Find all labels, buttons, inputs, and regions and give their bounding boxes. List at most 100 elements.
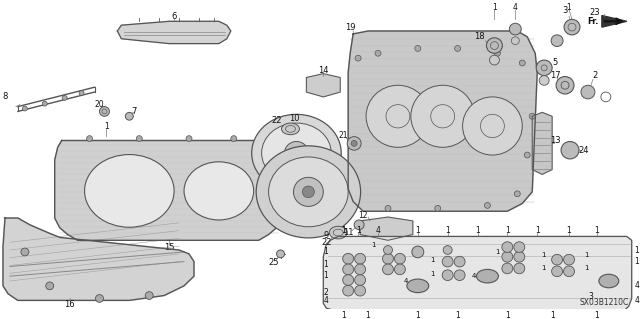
Text: 1: 1: [475, 226, 480, 235]
Circle shape: [435, 205, 441, 211]
Circle shape: [383, 253, 394, 264]
Text: 15: 15: [164, 242, 174, 252]
Text: 24: 24: [579, 146, 589, 155]
Text: 18: 18: [474, 32, 485, 41]
Text: SX03B1210C: SX03B1210C: [579, 298, 628, 307]
Circle shape: [291, 148, 301, 158]
Circle shape: [564, 19, 580, 35]
Circle shape: [442, 256, 453, 267]
Ellipse shape: [282, 123, 300, 135]
Circle shape: [509, 23, 521, 35]
Circle shape: [46, 282, 54, 290]
Circle shape: [276, 250, 285, 258]
Circle shape: [383, 264, 394, 275]
Circle shape: [125, 112, 133, 120]
Text: 19: 19: [345, 23, 355, 32]
Text: 1: 1: [541, 265, 545, 271]
Ellipse shape: [407, 279, 429, 293]
Text: 6: 6: [172, 12, 177, 21]
Text: 1: 1: [535, 226, 540, 235]
Text: 22: 22: [271, 116, 282, 125]
Text: 1: 1: [445, 226, 450, 235]
Text: 1: 1: [566, 226, 572, 235]
Text: 25: 25: [268, 258, 279, 267]
Ellipse shape: [477, 269, 499, 283]
Text: 1: 1: [635, 246, 639, 255]
Circle shape: [502, 263, 513, 274]
Circle shape: [79, 91, 84, 95]
Text: 2: 2: [592, 71, 598, 80]
Circle shape: [524, 152, 530, 158]
Circle shape: [354, 220, 364, 230]
Circle shape: [355, 253, 365, 264]
Circle shape: [514, 251, 525, 262]
Circle shape: [529, 113, 535, 119]
Text: 7: 7: [132, 107, 137, 116]
Text: 1: 1: [104, 122, 109, 131]
Circle shape: [564, 254, 575, 265]
Text: 3: 3: [588, 292, 593, 301]
Text: 1: 1: [635, 257, 639, 266]
Circle shape: [347, 137, 361, 150]
Text: 1: 1: [595, 226, 599, 235]
Text: 1: 1: [595, 311, 599, 319]
Circle shape: [355, 286, 365, 296]
Circle shape: [442, 270, 453, 280]
Circle shape: [581, 85, 595, 99]
Text: 1: 1: [341, 311, 346, 319]
Polygon shape: [532, 112, 552, 174]
Circle shape: [351, 140, 357, 146]
Ellipse shape: [330, 226, 347, 239]
Text: 14: 14: [318, 66, 328, 75]
Text: 11: 11: [343, 228, 353, 237]
Circle shape: [366, 85, 429, 147]
Circle shape: [454, 270, 465, 280]
Text: 1: 1: [415, 311, 420, 319]
Text: 1: 1: [585, 265, 589, 271]
Circle shape: [145, 292, 153, 300]
Circle shape: [95, 294, 104, 302]
Circle shape: [342, 264, 354, 275]
Text: 1: 1: [505, 226, 509, 235]
Circle shape: [539, 76, 549, 85]
Circle shape: [502, 251, 513, 262]
Text: 1: 1: [324, 248, 328, 256]
Circle shape: [415, 46, 421, 51]
Circle shape: [355, 275, 365, 286]
Circle shape: [62, 95, 67, 100]
Circle shape: [266, 147, 271, 153]
Circle shape: [42, 101, 47, 106]
Circle shape: [342, 275, 354, 286]
Text: 1: 1: [324, 271, 328, 280]
Circle shape: [551, 35, 563, 47]
Text: 4: 4: [471, 273, 476, 279]
Circle shape: [564, 266, 575, 277]
Circle shape: [375, 50, 381, 56]
Text: 23: 23: [589, 8, 600, 17]
Circle shape: [495, 50, 500, 56]
Text: 22: 22: [321, 238, 332, 247]
Circle shape: [303, 186, 314, 198]
Circle shape: [454, 256, 465, 267]
Circle shape: [342, 253, 354, 264]
Polygon shape: [323, 236, 632, 310]
Polygon shape: [117, 21, 231, 44]
Circle shape: [342, 286, 354, 296]
Ellipse shape: [262, 123, 332, 183]
Text: 20: 20: [95, 100, 104, 109]
Circle shape: [484, 203, 490, 208]
Text: 1: 1: [324, 260, 328, 269]
Text: Fr.: Fr.: [588, 17, 599, 26]
Text: 1: 1: [431, 271, 435, 277]
Ellipse shape: [256, 146, 360, 238]
Polygon shape: [3, 218, 194, 300]
Text: 5: 5: [552, 58, 557, 68]
Text: 4: 4: [404, 278, 408, 284]
Circle shape: [285, 141, 308, 165]
Text: 12: 12: [358, 211, 368, 219]
Circle shape: [411, 85, 474, 147]
Circle shape: [519, 60, 525, 66]
Text: 3: 3: [563, 6, 568, 15]
Circle shape: [383, 246, 392, 254]
Circle shape: [556, 77, 574, 94]
